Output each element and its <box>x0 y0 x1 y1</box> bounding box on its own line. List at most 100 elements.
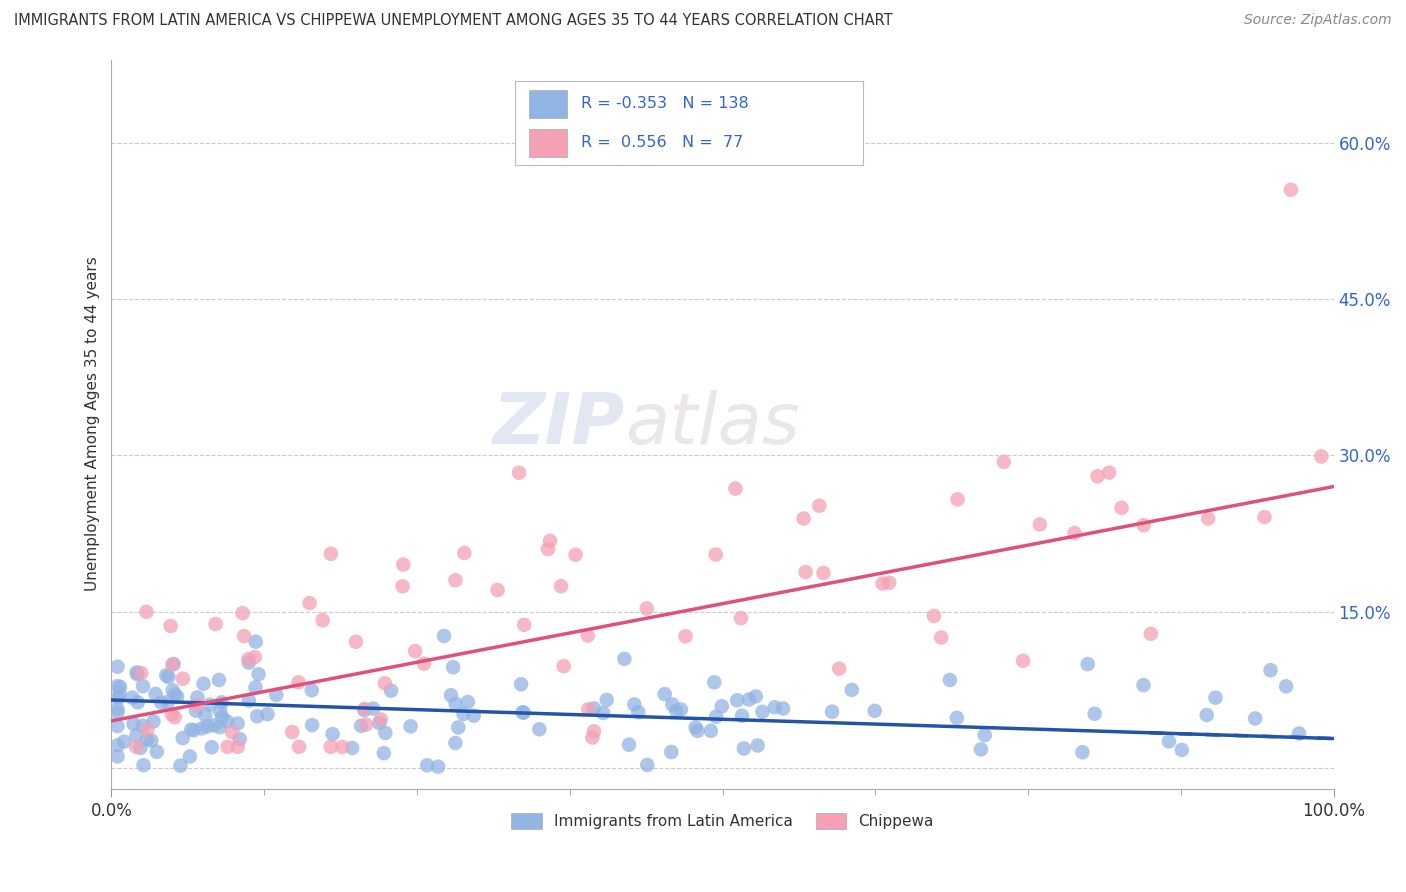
Point <box>661 698 683 712</box>
Point <box>107 706 129 720</box>
Point <box>877 575 900 590</box>
Point <box>623 698 645 712</box>
Point <box>238 693 260 707</box>
Text: IMMIGRANTS FROM LATIN AMERICA VS CHIPPEWA UNEMPLOYMENT AMONG AGES 35 TO 44 YEARS: IMMIGRANTS FROM LATIN AMERICA VS CHIPPEW… <box>14 13 893 29</box>
Point <box>107 719 129 733</box>
Point <box>700 723 723 738</box>
Point <box>121 690 143 705</box>
Point <box>929 631 952 645</box>
Point <box>704 548 727 562</box>
Point <box>1012 654 1035 668</box>
Point <box>125 728 148 742</box>
Point <box>529 723 551 737</box>
Point <box>319 739 342 754</box>
Y-axis label: Unemployment Among Ages 35 to 44 years: Unemployment Among Ages 35 to 44 years <box>86 257 100 591</box>
Point <box>665 704 688 718</box>
Point <box>125 665 148 680</box>
Point <box>135 732 157 747</box>
Point <box>1132 678 1154 692</box>
Point <box>576 702 599 716</box>
Point <box>281 725 304 739</box>
Point <box>738 692 761 706</box>
Point <box>416 758 439 772</box>
Point <box>172 731 194 746</box>
Point <box>183 723 205 738</box>
Point <box>141 733 163 747</box>
Point <box>108 680 131 694</box>
Point <box>1195 708 1218 723</box>
Point <box>160 707 183 722</box>
Point <box>246 709 269 723</box>
Point <box>1171 743 1194 757</box>
Point <box>186 698 208 713</box>
Point <box>127 695 149 709</box>
Point <box>1310 450 1333 464</box>
Point <box>794 565 817 579</box>
Point <box>159 619 181 633</box>
Point <box>747 739 769 753</box>
Point <box>238 652 260 666</box>
Point <box>841 682 863 697</box>
Point <box>194 708 217 723</box>
Point <box>1087 469 1109 483</box>
Point <box>433 629 456 643</box>
Point <box>613 652 636 666</box>
Point <box>391 579 413 593</box>
Point <box>208 720 231 734</box>
Point <box>828 662 851 676</box>
Point <box>163 710 186 724</box>
Point <box>582 701 605 715</box>
Point <box>550 579 572 593</box>
Point <box>157 670 180 684</box>
Point <box>1084 706 1107 721</box>
Point <box>564 548 586 562</box>
Point <box>233 629 256 643</box>
Point <box>132 679 155 693</box>
Point <box>162 683 184 698</box>
Point <box>808 499 831 513</box>
Point <box>368 716 391 731</box>
Point <box>704 709 727 723</box>
Point <box>129 666 152 681</box>
Point <box>122 717 145 731</box>
Point <box>226 716 249 731</box>
Point <box>582 724 605 739</box>
Point <box>1098 466 1121 480</box>
Point <box>208 673 231 687</box>
Point <box>751 705 773 719</box>
Point <box>1077 657 1099 672</box>
Point <box>636 601 658 615</box>
Point <box>162 657 184 672</box>
Point <box>1063 526 1085 541</box>
Point <box>142 714 165 729</box>
Point <box>659 745 682 759</box>
Point <box>993 455 1015 469</box>
Text: ZIP: ZIP <box>492 390 624 458</box>
Point <box>946 492 969 507</box>
Point <box>404 644 426 658</box>
Point <box>243 650 266 665</box>
Point <box>453 546 475 560</box>
Point <box>513 706 536 720</box>
Text: Source: ZipAtlas.com: Source: ZipAtlas.com <box>1244 13 1392 28</box>
Point <box>592 706 614 720</box>
Point <box>731 708 754 723</box>
Point <box>1204 690 1226 705</box>
Point <box>686 723 709 738</box>
Point <box>922 609 945 624</box>
Point <box>245 681 267 695</box>
Point <box>301 683 323 698</box>
Point <box>946 711 969 725</box>
Point <box>238 656 260 670</box>
Point <box>538 533 561 548</box>
Point <box>399 719 422 733</box>
Point <box>204 617 226 632</box>
Point <box>1132 518 1154 533</box>
Point <box>245 634 267 648</box>
Point <box>872 576 894 591</box>
Point <box>374 676 396 690</box>
Point <box>166 690 188 704</box>
Point <box>453 706 475 721</box>
Point <box>256 707 278 722</box>
Point <box>342 741 364 756</box>
